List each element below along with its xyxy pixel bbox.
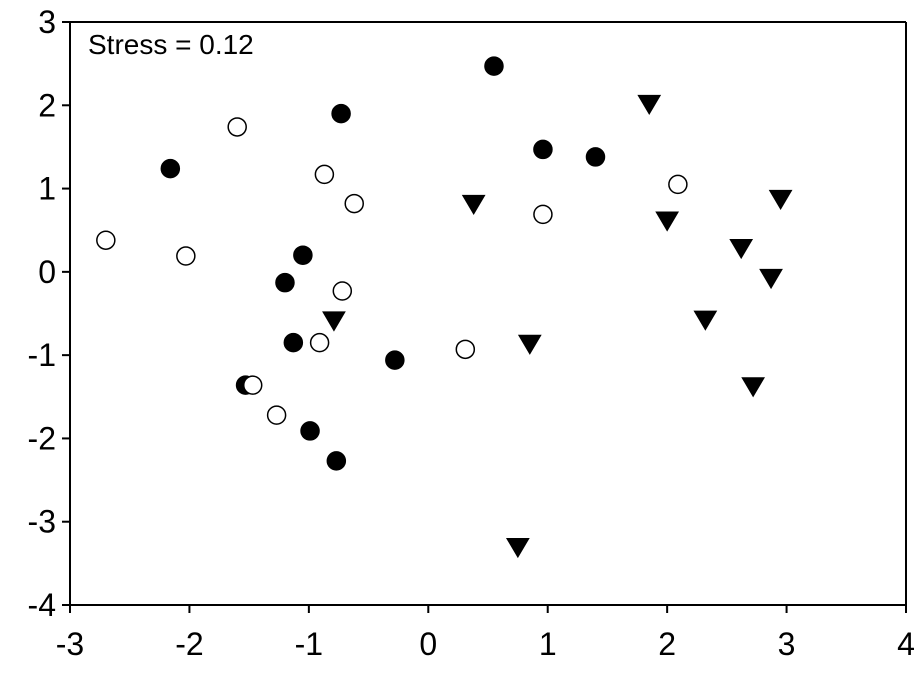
filled-down-triangle-point [517, 334, 542, 355]
open-circle-point [314, 164, 335, 185]
x-tick-label: -2 [175, 626, 203, 662]
filled-circle-point [283, 332, 304, 353]
filled-down-triangle-point [741, 377, 766, 398]
filled-down-triangle-point [768, 189, 793, 211]
x-tick-label: 4 [897, 626, 915, 662]
x-ticks: -3 -2 -1 0 1 2 3 4 [56, 605, 915, 662]
y-ticks: -4 -3 -2 -1 0 1 2 3 [28, 4, 70, 623]
y-tick-label: -2 [28, 420, 56, 456]
filled-down-triangle-point [693, 310, 718, 331]
filled-down-triangle-point [461, 194, 486, 215]
data-points [96, 56, 793, 559]
filled-circle-point [300, 421, 320, 441]
open-circle-point [455, 339, 476, 360]
open-circle-point [242, 375, 263, 395]
filled-circle-point [326, 451, 347, 471]
open-circle-point [533, 204, 553, 225]
open-circle-point [266, 405, 287, 425]
filled-circle-point [484, 56, 504, 76]
filled-circle-point [293, 245, 313, 265]
x-tick-label: 3 [778, 626, 796, 662]
filled-circle-point [385, 350, 405, 370]
filled-down-triangle-point [655, 211, 680, 232]
y-tick-label: -1 [28, 337, 56, 373]
filled-circle-point [585, 147, 606, 167]
y-tick-label: -4 [28, 587, 56, 623]
filled-down-triangle-point [637, 94, 662, 116]
y-tick-label: -3 [28, 504, 56, 540]
open-circle-point [668, 174, 688, 195]
filled-circle-point [275, 272, 295, 293]
filled-down-triangle-point [759, 268, 783, 290]
open-circle-point [96, 230, 116, 250]
filled-down-triangle-point [322, 311, 346, 332]
x-tick-label: -3 [56, 626, 84, 662]
filled-down-triangle-point [505, 537, 530, 559]
stress-annotation: Stress = 0.12 [88, 29, 254, 60]
filled-circle-point [533, 139, 553, 160]
y-tick-label: 3 [38, 4, 56, 40]
open-circle-point [344, 193, 364, 214]
filled-circle-point [331, 103, 351, 124]
open-circle-point [176, 246, 196, 266]
y-tick-label: 1 [38, 171, 56, 207]
open-circle-point [309, 332, 330, 353]
x-tick-label: 0 [419, 626, 437, 662]
x-tick-label: 1 [539, 626, 557, 662]
open-circle-point [227, 117, 247, 137]
x-tick-label: -1 [295, 626, 323, 662]
y-tick-label: 2 [38, 87, 56, 123]
open-circle-point [332, 281, 353, 301]
axes [69, 21, 907, 606]
y-tick-label: 0 [38, 254, 56, 290]
filled-circle-point [160, 158, 181, 179]
filled-down-triangle-point [729, 238, 754, 260]
x-tick-label: 2 [658, 626, 676, 662]
